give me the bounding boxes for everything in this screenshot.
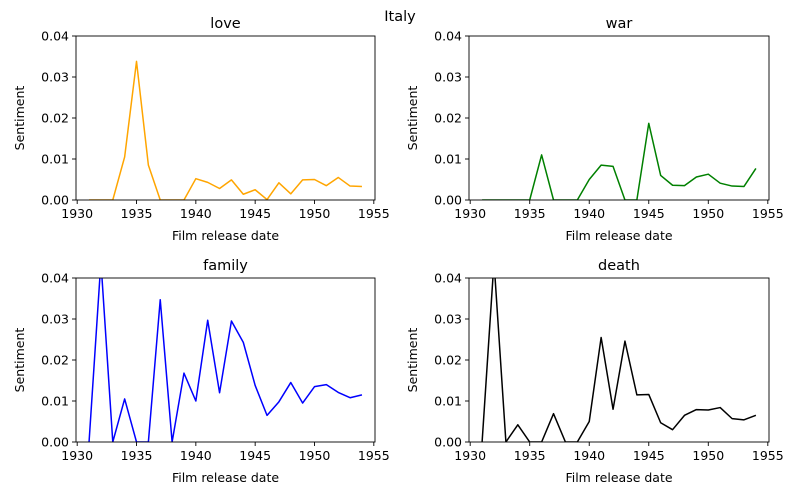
- war-axes-frame: [468, 35, 770, 201]
- death-ytick-label: 0.02: [434, 353, 462, 368]
- love-xtick-label: 1935: [121, 206, 153, 221]
- war-ytick-label: 0.02: [434, 111, 462, 126]
- love-title: love: [210, 16, 240, 32]
- war-xtick-label: 1930: [454, 206, 486, 221]
- family-panel: 1930 1935 1940 1945 1950 1955 0.00 0.01 0.02 0.03…: [12, 258, 390, 485]
- war-xtick-label: 1955: [752, 206, 784, 221]
- love-xtick-label: 1950: [299, 206, 331, 221]
- family-ytick-label: 0.03: [41, 312, 69, 327]
- death-ytick-label: 0.01: [434, 394, 462, 409]
- war-ytick-label: 0.03: [434, 70, 462, 85]
- war-ytick-label: 0.04: [434, 29, 462, 44]
- war-xtick-label: 1950: [692, 206, 724, 221]
- war-panel: 1930 1935 1940 1945 1950 1955 0.00 0.01 0.02 0.03…: [405, 16, 784, 243]
- family-ytick-label: 0.04: [41, 271, 69, 286]
- death-ytick-label: 0.00: [434, 435, 462, 450]
- death-title: death: [598, 258, 640, 274]
- war-xtick-label: 1940: [573, 206, 605, 221]
- family-title: family: [203, 258, 248, 274]
- love-ytick-label: 0.00: [41, 193, 69, 208]
- war-ytick-label: 0.01: [434, 152, 462, 167]
- family-xtick-label: 1935: [121, 448, 153, 463]
- war-ylabel: Sentiment: [405, 86, 420, 151]
- death-ytick-label: 0.03: [434, 312, 462, 327]
- death-xtick-label: 1955: [752, 448, 784, 463]
- love-panel: 1930 1935 1940 1945 1950 1955 0.00 0.01 0.02 0.03…: [12, 16, 390, 243]
- family-xlabel: Film release date: [172, 470, 279, 485]
- death-xtick-label: 1945: [633, 448, 665, 463]
- death-xtick-label: 1935: [514, 448, 546, 463]
- war-series-line: [482, 122, 757, 200]
- death-xtick-label: 1950: [692, 448, 724, 463]
- death-xtick-label: 1940: [573, 448, 605, 463]
- family-xtick-label: 1950: [299, 448, 331, 463]
- family-ylabel: Sentiment: [12, 328, 27, 393]
- war-xtick-label: 1935: [514, 206, 546, 221]
- love-xlabel: Film release date: [172, 228, 279, 243]
- love-axes-frame: [75, 35, 376, 201]
- figure-title: Italy: [384, 9, 416, 25]
- death-xtick-label: 1930: [454, 448, 486, 463]
- war-title: war: [606, 16, 633, 32]
- family-xtick-label: 1945: [239, 448, 271, 463]
- love-ytick-label: 0.04: [41, 29, 69, 44]
- family-xtick-label: 1955: [358, 448, 390, 463]
- family-xtick-label: 1940: [180, 448, 212, 463]
- family-ytick-label: 0.01: [41, 394, 69, 409]
- love-ytick-label: 0.01: [41, 152, 69, 167]
- love-ylabel: Sentiment: [12, 86, 27, 151]
- love-xtick-label: 1940: [180, 206, 212, 221]
- death-panel: 1930 1935 1940 1945 1950 1955 0.00 0.01 0.02 0.03…: [405, 258, 784, 485]
- family-ytick-label: 0.02: [41, 353, 69, 368]
- death-ylabel: Sentiment: [405, 328, 420, 393]
- death-ytick-label: 0.04: [434, 271, 462, 286]
- family-series-line: [88, 278, 363, 442]
- family-ytick-label: 0.00: [41, 435, 69, 450]
- love-xtick-label: 1945: [239, 206, 271, 221]
- love-series-line: [89, 60, 362, 200]
- love-ytick-label: 0.03: [41, 70, 69, 85]
- war-ytick-label: 0.00: [434, 193, 462, 208]
- love-ytick-label: 0.02: [41, 111, 69, 126]
- love-xtick-label: 1930: [61, 206, 93, 221]
- war-xtick-label: 1945: [633, 206, 665, 221]
- death-series-line: [481, 278, 757, 442]
- death-axes-frame: [468, 277, 770, 443]
- family-xtick-label: 1930: [61, 448, 93, 463]
- war-xlabel: Film release date: [565, 228, 672, 243]
- love-xtick-label: 1955: [358, 206, 390, 221]
- death-xlabel: Film release date: [565, 470, 672, 485]
